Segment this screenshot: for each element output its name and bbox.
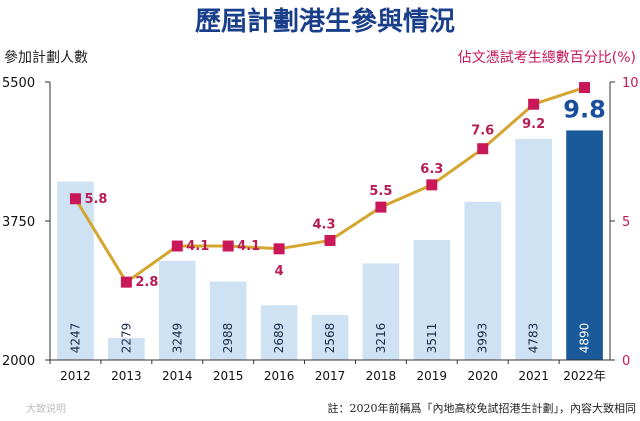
bar-label-2021: 4783: [527, 323, 541, 354]
point-label-2018: 5.5: [369, 184, 392, 199]
point-marker-2020[interactable]: [477, 143, 489, 155]
bar-2014[interactable]: [158, 260, 196, 360]
right-ticks-group: 10 5 0: [610, 76, 639, 369]
category-label-2018: 2018: [366, 369, 397, 383]
left-tick-label: 3750: [2, 215, 35, 230]
point-label-2022年: 9.8: [563, 96, 606, 124]
bar-label-2017: 2568: [323, 323, 337, 354]
bar-label-2013: 2279: [119, 323, 133, 354]
point-label-2012: 5.8: [84, 192, 107, 207]
point-label-2017: 4.3: [312, 217, 335, 232]
right-tick-label: 5: [622, 215, 630, 230]
right-tick-label: 10: [622, 76, 639, 91]
point-label-2021: 9.2: [522, 117, 545, 132]
point-labels-group: 5.8 2.8 4.1 4.1 4 4.3 5.5 6.3 7.6 9.2 9.8: [84, 96, 605, 291]
right-tick-label: 0: [622, 354, 630, 369]
left-axis-title: 參加計劃人數: [4, 50, 88, 66]
footnote: 註：2020年前稱爲「內地高校免試招港生計劃」，內容大致相同: [328, 401, 637, 415]
bar-label-2020: 3993: [476, 323, 490, 354]
bar-labels-group: 4247 2279 3249 2988 2689 2568 3216 3511 3993 4783…: [68, 323, 591, 354]
point-label-2020: 7.6: [471, 124, 494, 139]
markers-group: [69, 82, 591, 288]
bar-2016[interactable]: [260, 305, 298, 360]
category-label-2013: 2013: [111, 369, 142, 383]
watermark: 大致说明: [26, 402, 66, 415]
point-label-2016: 4: [275, 264, 284, 279]
bar-2020[interactable]: [464, 201, 502, 360]
category-label-2014: 2014: [162, 369, 193, 383]
point-label-2014: 4.1: [186, 239, 209, 254]
category-label-2017: 2017: [315, 369, 346, 383]
category-label-2020: 2020: [467, 369, 498, 383]
bar-2015[interactable]: [209, 281, 247, 360]
point-label-2019: 6.3: [420, 162, 443, 177]
bars-group: [57, 130, 603, 360]
bar-label-2018: 3216: [374, 323, 388, 354]
category-label-2016: 2016: [264, 369, 295, 383]
right-axis-title: 佔文憑試考生總數百分比(%): [458, 49, 636, 66]
left-tick-label: 5500: [2, 76, 35, 91]
bar-2021[interactable]: [515, 138, 552, 360]
bar-2022年[interactable]: [566, 130, 603, 360]
point-marker-2017[interactable]: [324, 234, 336, 246]
bar-2013[interactable]: [108, 337, 145, 360]
bar-2012[interactable]: [57, 181, 94, 360]
point-marker-2014[interactable]: [171, 240, 183, 252]
point-marker-2019[interactable]: [426, 179, 438, 191]
bar-label-2016: 2689: [272, 323, 286, 354]
point-label-2015: 4.1: [237, 239, 260, 254]
left-ticks-group: 5500 3750 2000: [2, 76, 50, 369]
point-label-2013: 2.8: [135, 275, 158, 290]
bar-2017[interactable]: [311, 314, 349, 360]
bar-label-2019: 3511: [425, 323, 439, 354]
bar-2018[interactable]: [362, 263, 400, 360]
bar-2019[interactable]: [413, 239, 451, 360]
category-label-2021: 2021: [518, 369, 549, 383]
point-marker-2021[interactable]: [528, 98, 540, 110]
category-label-2015: 2015: [213, 369, 244, 383]
point-marker-2022年[interactable]: [579, 82, 591, 94]
chart-title: 歷屆計劃港生參與情況: [195, 6, 455, 37]
bar-label-2022年: 4890: [578, 323, 592, 354]
category-labels-group: 2012 2013 2014 2015 2016 2017 2018 2019 2020 2021…: [49, 360, 606, 383]
category-label-2012: 2012: [60, 369, 91, 383]
point-marker-2016[interactable]: [273, 243, 285, 255]
percent-line: [74, 86, 586, 285]
bar-label-2015: 2988: [221, 323, 235, 354]
bar-label-2012: 4247: [68, 323, 82, 354]
category-label-2019: 2019: [417, 369, 448, 383]
point-marker-2012[interactable]: [69, 193, 81, 205]
left-tick-label: 2000: [2, 354, 35, 369]
bar-label-2014: 3249: [170, 323, 184, 354]
point-marker-2015[interactable]: [222, 240, 234, 252]
point-marker-2013[interactable]: [120, 276, 132, 288]
category-label-2022年: 2022年: [563, 369, 606, 383]
point-marker-2018[interactable]: [375, 201, 387, 213]
